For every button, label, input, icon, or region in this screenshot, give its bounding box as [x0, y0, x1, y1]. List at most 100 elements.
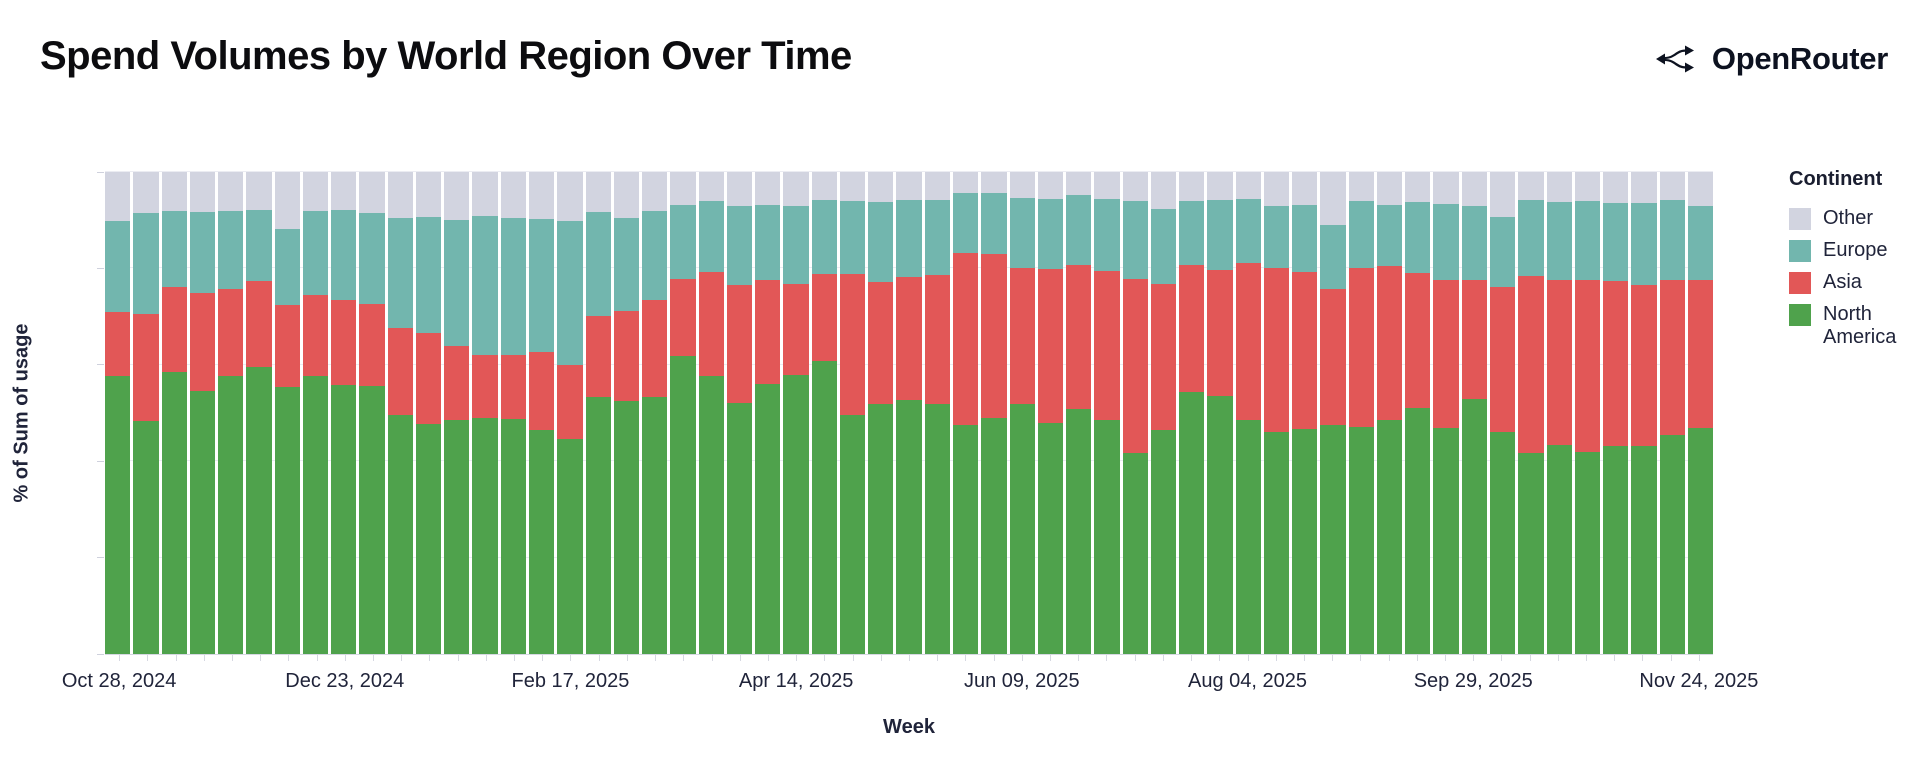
bar-segment-europe[interactable]	[755, 205, 781, 281]
bar-segment-europe[interactable]	[896, 199, 922, 277]
bar-segment-other[interactable]	[528, 172, 555, 220]
bar-week[interactable]	[1037, 172, 1064, 654]
bar-segment-other[interactable]	[952, 172, 979, 193]
bar-segment-other[interactable]	[839, 172, 866, 202]
bar-segment-other[interactable]	[415, 172, 442, 217]
bar-segment-asia[interactable]	[783, 283, 809, 375]
bar-segment-other[interactable]	[1009, 172, 1035, 199]
bar-segment-north-america[interactable]	[1235, 419, 1261, 654]
bar-segment-europe[interactable]	[868, 201, 894, 283]
bar-segment-asia[interactable]	[1263, 268, 1290, 432]
bar-segment-europe[interactable]	[1603, 202, 1629, 281]
bar-segment-north-america[interactable]	[387, 415, 413, 654]
bar-segment-europe[interactable]	[1631, 202, 1657, 285]
bar-segment-north-america[interactable]	[952, 424, 979, 654]
bar-week[interactable]	[359, 172, 385, 654]
bar-week[interactable]	[1094, 172, 1120, 654]
bar-segment-other[interactable]	[1659, 172, 1685, 201]
bar-week[interactable]	[500, 172, 526, 654]
bar-segment-other[interactable]	[1320, 172, 1346, 225]
bar-segment-asia[interactable]	[161, 287, 187, 372]
bar-segment-asia[interactable]	[500, 354, 526, 419]
bar-segment-other[interactable]	[1263, 172, 1290, 207]
bar-week[interactable]	[1348, 172, 1374, 654]
bar-segment-europe[interactable]	[952, 192, 979, 254]
bar-week[interactable]	[133, 172, 159, 654]
bar-segment-north-america[interactable]	[981, 418, 1007, 654]
bar-week[interactable]	[105, 172, 131, 654]
bar-segment-asia[interactable]	[642, 300, 668, 397]
bar-segment-europe[interactable]	[1037, 199, 1064, 269]
bar-segment-asia[interactable]	[1037, 268, 1064, 424]
bar-segment-other[interactable]	[133, 172, 159, 214]
bar-segment-other[interactable]	[924, 172, 950, 201]
bar-segment-europe[interactable]	[274, 228, 300, 305]
bar-segment-other[interactable]	[896, 172, 922, 200]
bar-segment-asia[interactable]	[133, 313, 159, 421]
bar-segment-north-america[interactable]	[726, 402, 753, 654]
bar-segment-asia[interactable]	[528, 352, 555, 431]
bar-segment-north-america[interactable]	[924, 404, 950, 654]
bar-week[interactable]	[1433, 172, 1459, 654]
bar-week[interactable]	[1659, 172, 1685, 654]
bar-segment-other[interactable]	[189, 172, 216, 212]
bar-segment-other[interactable]	[1122, 172, 1148, 202]
bar-segment-north-america[interactable]	[246, 366, 272, 654]
bar-week[interactable]	[302, 172, 329, 654]
bar-segment-other[interactable]	[331, 172, 357, 210]
bar-week[interactable]	[444, 172, 470, 654]
bar-week[interactable]	[868, 172, 894, 654]
bar-segment-north-america[interactable]	[755, 383, 781, 654]
bar-segment-north-america[interactable]	[1433, 428, 1459, 654]
bar-segment-north-america[interactable]	[1009, 404, 1035, 654]
bar-segment-asia[interactable]	[1292, 271, 1318, 429]
bar-segment-europe[interactable]	[133, 213, 159, 314]
bar-segment-asia[interactable]	[359, 304, 385, 387]
bar-segment-north-america[interactable]	[1150, 430, 1177, 654]
bar-segment-europe[interactable]	[1150, 208, 1177, 284]
bar-segment-other[interactable]	[302, 172, 329, 212]
bar-segment-north-america[interactable]	[302, 376, 329, 654]
bar-segment-north-america[interactable]	[500, 418, 526, 654]
bar-segment-other[interactable]	[1066, 172, 1092, 196]
bar-segment-europe[interactable]	[811, 200, 837, 274]
bar-segment-europe[interactable]	[189, 211, 216, 294]
bar-segment-north-america[interactable]	[1376, 419, 1403, 654]
bar-segment-other[interactable]	[500, 172, 526, 218]
bar-segment-other[interactable]	[1348, 172, 1374, 202]
bar-segment-europe[interactable]	[415, 216, 442, 333]
bar-segment-north-america[interactable]	[1687, 428, 1714, 654]
bar-segment-asia[interactable]	[1603, 280, 1629, 446]
bar-segment-other[interactable]	[1292, 172, 1318, 206]
bar-segment-asia[interactable]	[246, 281, 272, 367]
bar-segment-asia[interactable]	[1094, 270, 1120, 420]
bar-segment-north-america[interactable]	[1320, 424, 1346, 654]
bar-segment-north-america[interactable]	[161, 371, 187, 654]
bar-segment-north-america[interactable]	[698, 376, 724, 654]
bar-segment-north-america[interactable]	[670, 356, 696, 654]
bar-segment-asia[interactable]	[1320, 289, 1346, 425]
bar-segment-other[interactable]	[1433, 172, 1459, 204]
bar-week[interactable]	[1122, 172, 1148, 654]
bar-segment-other[interactable]	[1150, 172, 1177, 209]
bar-week[interactable]	[331, 172, 357, 654]
bar-segment-other[interactable]	[1687, 172, 1714, 207]
bar-segment-north-america[interactable]	[811, 361, 837, 654]
bar-segment-north-america[interactable]	[331, 384, 357, 654]
bar-segment-asia[interactable]	[896, 276, 922, 400]
bar-segment-europe[interactable]	[161, 211, 187, 288]
bar-segment-asia[interactable]	[755, 280, 781, 384]
bar-week[interactable]	[1207, 172, 1233, 654]
bar-segment-asia[interactable]	[1659, 279, 1685, 436]
bar-segment-north-america[interactable]	[1546, 444, 1572, 654]
bar-segment-asia[interactable]	[811, 273, 837, 362]
bar-week[interactable]	[924, 172, 950, 654]
bar-segment-north-america[interactable]	[1574, 451, 1601, 654]
bar-segment-asia[interactable]	[868, 282, 894, 404]
bar-week[interactable]	[839, 172, 866, 654]
bar-segment-north-america[interactable]	[1490, 431, 1516, 654]
bar-week[interactable]	[1631, 172, 1657, 654]
bar-segment-europe[interactable]	[1066, 195, 1092, 266]
bar-week[interactable]	[755, 172, 781, 654]
bar-week[interactable]	[698, 172, 724, 654]
